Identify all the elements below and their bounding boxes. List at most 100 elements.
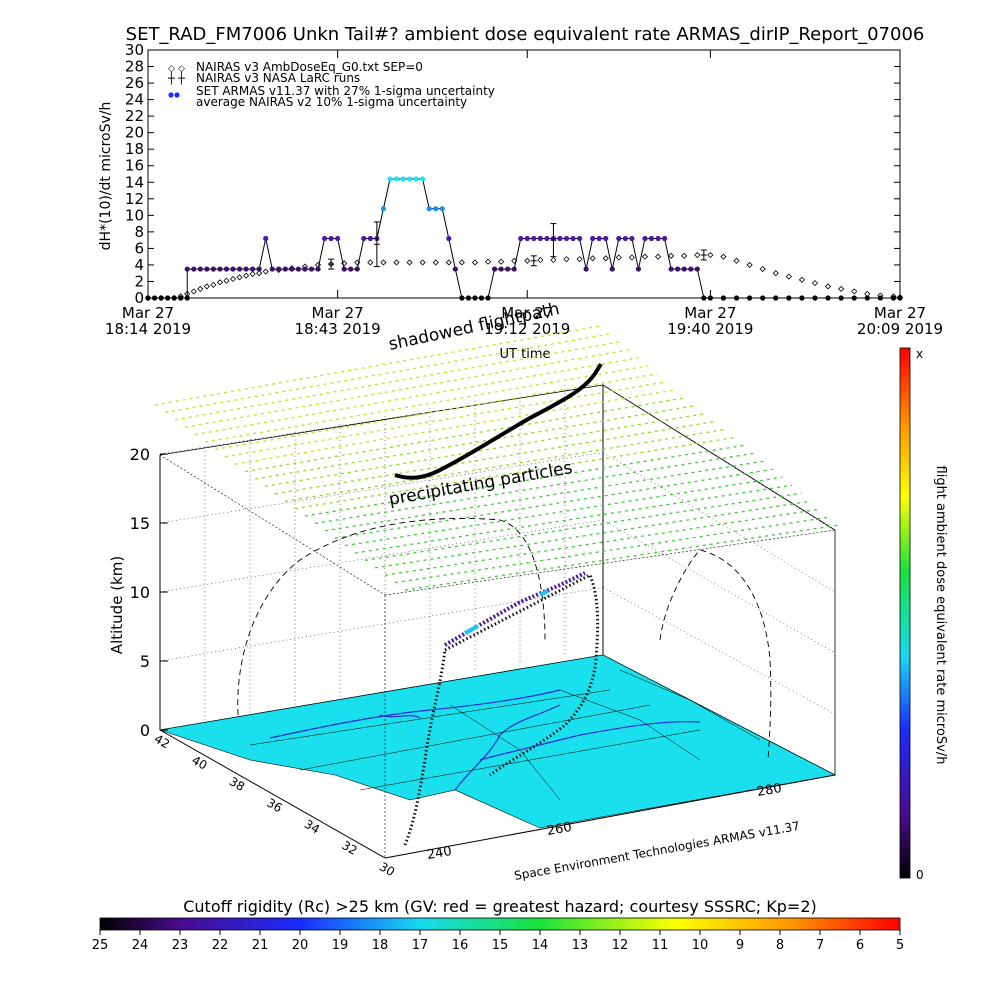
armas-point [158,295,164,301]
z-tick-label: 10 [130,583,150,602]
altitude-ticks: 0 5 10 15 20 [130,445,168,740]
legend-item-armas: SET ARMAS v11.37 with 27% 1-sigma uncert… [168,84,495,98]
cutoff-tick-label: 8 [776,938,784,953]
armas-point [511,266,517,272]
cutoff-tick-label: 18 [372,938,389,953]
armas-point [380,206,387,212]
armas-point [609,266,615,272]
armas-point [263,235,269,242]
nairas-point [668,252,675,259]
nairas-point [615,254,622,261]
coastline [269,689,701,791]
shadowed-flightpath [394,362,603,480]
cutoff-tick-label: 9 [736,938,744,953]
armas-point [537,235,543,242]
armas-point [367,235,373,242]
lat-tick-label: 42 [152,732,172,752]
armas-point [825,295,831,301]
armas-point [668,266,674,272]
nairas-point [811,280,819,287]
armas-point [341,266,347,272]
armas-point [145,295,151,301]
nairas-point [694,251,701,259]
nairas-point [838,285,845,292]
particle-streak [164,333,610,414]
cutoff-tick-label: 20 [292,938,309,953]
lon-tick-label: 240 [426,844,453,863]
precipitating-particles-field [154,325,841,591]
lat-tick-label: 30 [377,859,397,879]
cutoff-colorbar-ticks: 25 24 23 22 21 20 19 18 17 16 15 14 13 12 11 10 9 8 7 6 5 [92,930,904,953]
dose-colorbar-top-label: x [916,347,923,361]
particle-streak [244,396,687,473]
cutoff-colorbar-label: Cutoff rigidity (Rc) >25 km (GV: red = g… [183,897,817,916]
y-tick-label: 22 [125,107,144,125]
armas-point [688,266,694,272]
particle-streak [204,365,649,443]
diamond-icon: ◇ [168,64,175,74]
armas-point [616,235,622,242]
errorbar-series [328,221,707,270]
altitude-label: Altitude (km) [108,556,126,654]
armas-point [655,235,661,242]
dose-colorbar-label: flight ambient dose equivalent rate micr… [933,466,948,765]
armas-point [204,266,210,272]
armas-point [354,266,360,272]
grid-line [159,587,604,662]
cutoff-rigidity-colorbar: Cutoff rigidity (Rc) >25 km (GV: red = g… [92,897,904,953]
armas-point [321,235,328,242]
armas-point [603,235,609,242]
nairas-point [498,258,505,265]
nairas-point [851,288,858,295]
armas-point [498,266,504,272]
nairas-point [759,266,766,273]
z-tick-label: 15 [130,514,150,533]
nairas-point [236,274,243,281]
nairas-point [216,279,223,286]
ground-map [159,654,836,829]
y-tick-label: 8 [134,223,144,241]
armas-point [786,295,792,301]
armas-point [557,235,563,242]
nairas-point [229,275,237,283]
armas-point [505,266,511,272]
nairas-point [432,259,439,266]
lat-tick-label: 36 [264,796,284,816]
armas-point [459,295,465,301]
armas-point [433,206,439,212]
precipitating-particles-label: precipitating particles [387,458,574,510]
x-tick-label: Mar 27 [122,304,174,322]
armas-point [485,295,491,301]
armas-point [851,295,857,301]
armas-point [452,266,458,272]
nairas-point [576,256,583,263]
particle-streak [214,373,658,451]
armas-point [151,295,158,301]
particle-streak [154,325,601,406]
y-tick-label: 20 [125,124,144,142]
armas-point [890,295,897,301]
lat-tick-label: 38 [227,774,247,794]
armas-point [747,295,753,301]
x-tick-label: Mar 27 [501,304,553,322]
armas-point [439,206,445,212]
nairas-point [720,253,727,260]
lat-tick-label: 32 [339,838,359,858]
shadow-curve-right [659,549,772,761]
legend-label: NAIRAS v3 AmbDoseEq_G0.txt SEP=0 [196,60,423,74]
z-tick-label: 0 [140,721,150,740]
grid-line [159,452,604,524]
x-tick-label: 19:40 2019 [667,320,753,338]
armas-point [256,266,262,272]
armas-point [838,295,844,301]
y-tick-label: 16 [125,157,144,175]
armas-point [864,295,870,301]
y-tick-label: 14 [125,173,144,191]
cutoff-tick-label: 13 [572,938,589,953]
nairas-point [746,261,753,268]
nairas-point [772,270,779,277]
flightpath-cruise-high [464,589,549,635]
lon-tick-label: 280 [756,781,783,800]
armas-point [760,295,766,301]
cutoff-tick-label: 17 [412,938,429,953]
